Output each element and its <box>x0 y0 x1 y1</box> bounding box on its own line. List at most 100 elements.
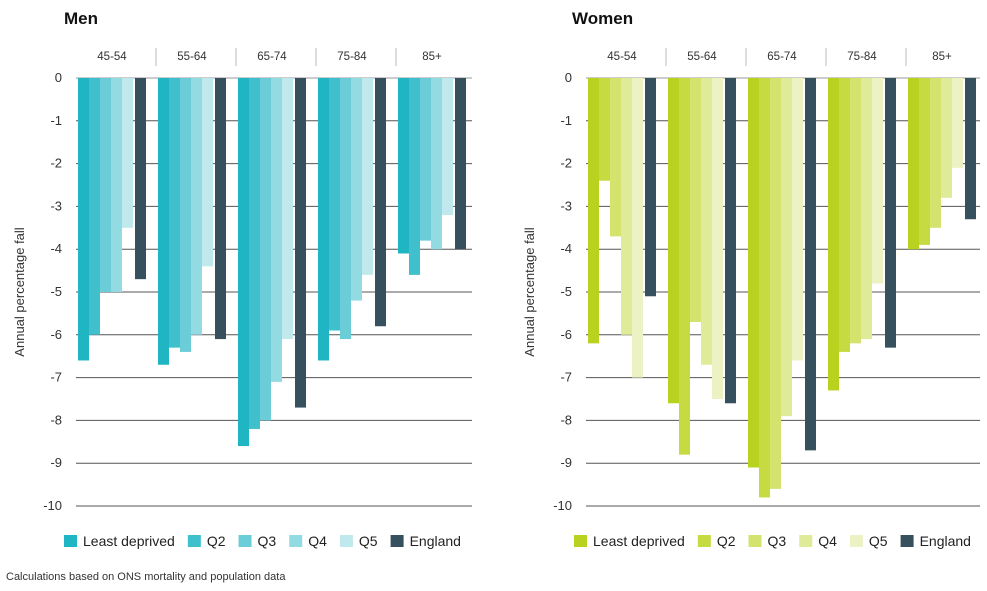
bar-least-deprived <box>748 78 759 468</box>
x-category-label: 55-64 <box>687 51 717 63</box>
y-tick-label: -7 <box>50 370 62 385</box>
bar-england <box>965 78 976 220</box>
legend-label: Least deprived <box>83 533 175 549</box>
y-tick-label: -5 <box>560 284 572 299</box>
bar-q2 <box>409 78 420 275</box>
bar-q3 <box>930 78 941 228</box>
x-category-label: 85+ <box>932 51 952 63</box>
bar-q5 <box>712 78 723 399</box>
legend-swatch <box>697 535 711 547</box>
bar-q2 <box>679 78 690 455</box>
bar-q4 <box>431 78 442 250</box>
legend-label: Q4 <box>308 533 327 549</box>
bar-least-deprived <box>158 78 169 365</box>
legend-swatch <box>289 535 303 547</box>
y-tick-label: -6 <box>560 327 572 342</box>
bar-q2 <box>919 78 930 245</box>
legend-swatch <box>849 535 863 547</box>
legend-swatch <box>238 535 252 547</box>
y-tick-label: -6 <box>50 327 62 342</box>
chart-panel-1: Women 0 -1 -2 -3 -4 -5 -6 -7 -8 -9 -10 Annual percen… <box>522 9 980 549</box>
y-tick-label: -3 <box>560 198 572 213</box>
y-tick-label: -9 <box>50 455 62 470</box>
bar-q4 <box>781 78 792 417</box>
bar-q2 <box>249 78 260 429</box>
bar-q3 <box>100 78 111 292</box>
legend-swatch <box>187 535 201 547</box>
bar-q5 <box>122 78 133 228</box>
x-category-label: 65-74 <box>257 51 287 63</box>
bar-england <box>295 78 306 408</box>
bar-q3 <box>260 78 271 421</box>
y-tick-label: -10 <box>43 498 62 513</box>
bar-q3 <box>340 78 351 340</box>
legend-label: Q5 <box>869 533 888 549</box>
bar-q5 <box>442 78 453 215</box>
bar-least-deprived <box>238 78 249 447</box>
bar-q4 <box>111 78 122 292</box>
y-tick-label: 0 <box>565 70 572 85</box>
legend-label: England <box>410 533 461 549</box>
bar-least-deprived <box>78 78 89 361</box>
legend-label: Least deprived <box>593 533 685 549</box>
bar-q2 <box>759 78 770 498</box>
y-axis-label: Annual percentage fall <box>12 227 27 356</box>
bar-q3 <box>770 78 781 489</box>
chart-panel-0: Men 0 -1 -2 -3 -4 -5 -6 -7 -8 -9 -10 Annual percenta… <box>12 9 472 549</box>
bar-england <box>215 78 226 340</box>
chart-title: Women <box>572 9 633 28</box>
bar-q5 <box>362 78 373 275</box>
y-tick-label: 0 <box>55 70 62 85</box>
bar-q3 <box>420 78 431 241</box>
legend-label: Q2 <box>207 533 226 549</box>
bar-q2 <box>839 78 850 352</box>
bar-least-deprived <box>398 78 409 254</box>
y-tick-label: -5 <box>50 284 62 299</box>
bar-q5 <box>202 78 213 267</box>
bar-least-deprived <box>588 78 599 344</box>
legend-swatch <box>574 535 587 547</box>
bar-least-deprived <box>668 78 679 404</box>
y-tick-label: -8 <box>50 412 62 427</box>
bar-q5 <box>792 78 803 361</box>
legend-swatch <box>64 535 77 547</box>
y-tick-label: -2 <box>50 156 62 171</box>
bar-q5 <box>872 78 883 284</box>
bar-least-deprived <box>908 78 919 250</box>
chart-title: Men <box>64 9 98 28</box>
legend-label: Q3 <box>258 533 277 549</box>
bar-least-deprived <box>318 78 329 361</box>
bar-q4 <box>701 78 712 365</box>
bar-q3 <box>180 78 191 352</box>
legend-swatch <box>799 535 813 547</box>
x-category-label: 65-74 <box>767 51 797 63</box>
bar-q2 <box>329 78 340 331</box>
bar-q2 <box>169 78 180 348</box>
y-tick-label: -10 <box>553 498 572 513</box>
legend-swatch <box>748 535 762 547</box>
x-category-label: 55-64 <box>177 51 207 63</box>
legend-swatch <box>339 535 353 547</box>
legend-swatch <box>390 535 404 547</box>
bar-q4 <box>621 78 632 335</box>
legend-label: Q2 <box>717 533 736 549</box>
y-tick-label: -9 <box>560 455 572 470</box>
bar-q4 <box>861 78 872 340</box>
bar-q5 <box>282 78 293 340</box>
legend-label: Q5 <box>359 533 378 549</box>
bar-england <box>455 78 466 250</box>
y-tick-label: -3 <box>50 198 62 213</box>
x-category-label: 75-84 <box>847 51 877 63</box>
bar-england <box>135 78 146 280</box>
bar-england <box>645 78 656 297</box>
bar-q4 <box>941 78 952 198</box>
source-footnote: Calculations based on ONS mortality and … <box>6 571 286 583</box>
legend-label: England <box>920 533 971 549</box>
bar-q5 <box>632 78 643 378</box>
x-category-label: 75-84 <box>337 51 367 63</box>
bar-q3 <box>850 78 861 344</box>
bar-england <box>885 78 896 348</box>
y-tick-label: -1 <box>50 113 62 128</box>
bar-england <box>375 78 386 327</box>
